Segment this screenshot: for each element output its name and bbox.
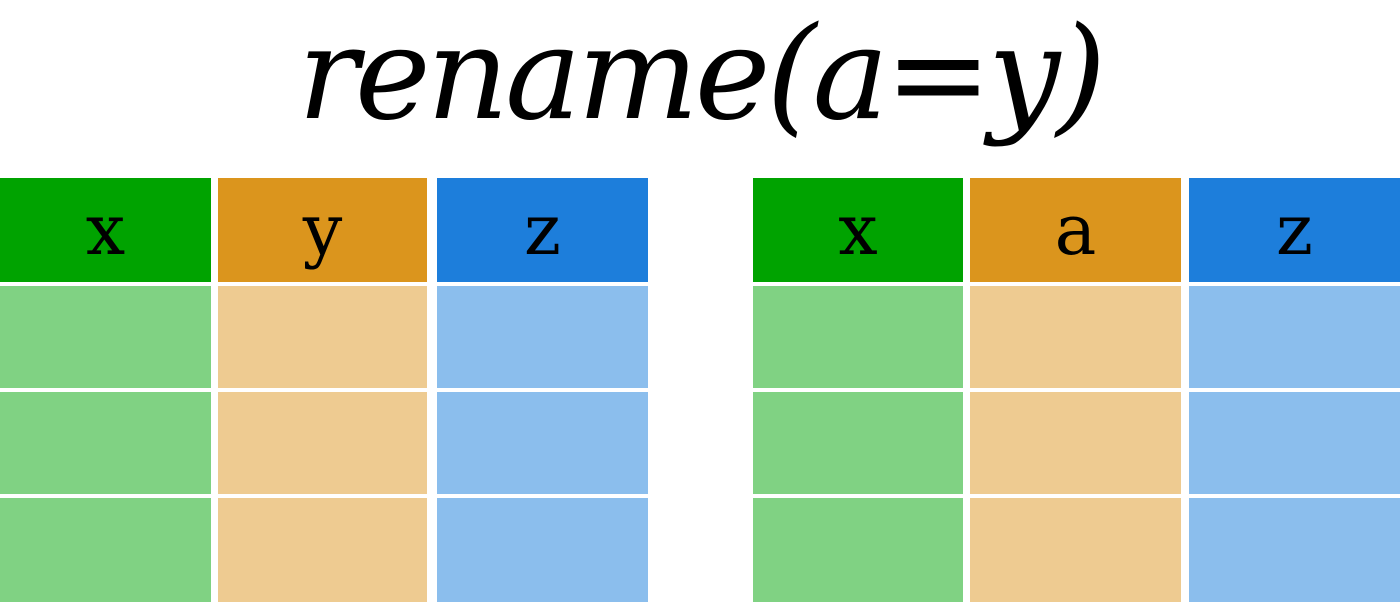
output-table: x a z [753, 178, 1400, 602]
column-header-x: x [753, 178, 963, 282]
column-header-z: z [1189, 178, 1400, 282]
function-call-title: rename(a=y) [297, 0, 1107, 149]
column-header-x: x [0, 178, 211, 282]
table-cell [0, 392, 211, 494]
table-cell [0, 498, 211, 602]
table-cell [970, 498, 1181, 602]
table-cell [437, 286, 648, 388]
table-cell [753, 286, 963, 388]
input-table: x y z [0, 178, 648, 602]
table-cell [437, 392, 648, 494]
column-header-z: z [437, 178, 648, 282]
table-cell [1189, 286, 1400, 388]
table-cell [970, 392, 1181, 494]
table-cell [1189, 392, 1400, 494]
table-cell [753, 392, 963, 494]
table-cell [970, 286, 1181, 388]
table-cell [437, 498, 648, 602]
table-cell [218, 392, 427, 494]
column-header-y: y [218, 178, 427, 282]
column-header-a: a [970, 178, 1181, 282]
table-cell [218, 286, 427, 388]
table-cell [218, 498, 427, 602]
table-cell [753, 498, 963, 602]
table-cell [0, 286, 211, 388]
table-cell [1189, 498, 1400, 602]
